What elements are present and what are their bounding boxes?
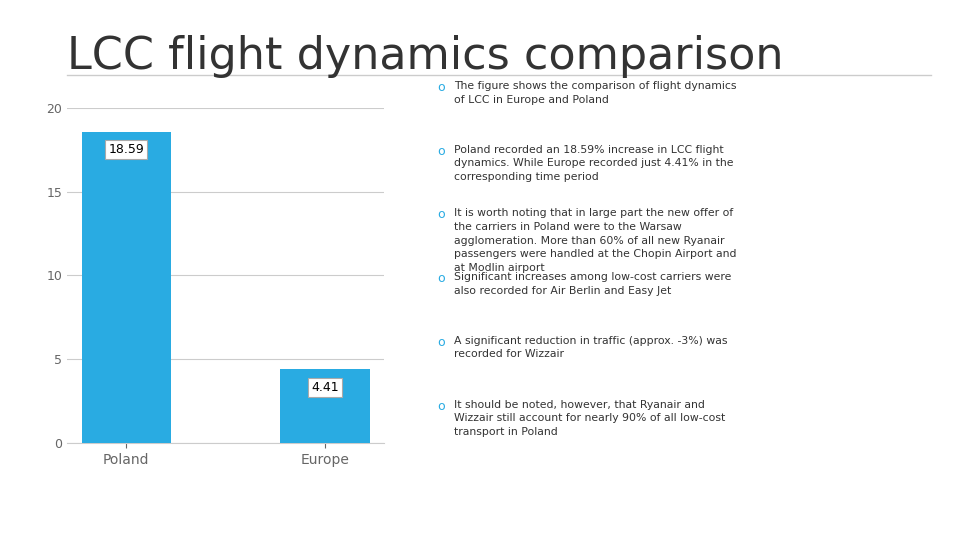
Text: It should be noted, however, that Ryanair and
Wizzair still account for nearly 9: It should be noted, however, that Ryanai… bbox=[454, 400, 726, 437]
Text: It is worth noting that in large part the new offer of
the carriers in Poland we: It is worth noting that in large part th… bbox=[454, 208, 736, 273]
Bar bbox=[280, 369, 370, 443]
Bar bbox=[82, 132, 171, 443]
Text: 18: 18 bbox=[918, 512, 935, 526]
Text: LCC flight dynamics comparison: LCC flight dynamics comparison bbox=[67, 35, 783, 78]
Text: INAIR 2015,: INAIR 2015, bbox=[480, 512, 572, 526]
Text: 4.41: 4.41 bbox=[311, 381, 339, 394]
Text: INAIR 2015, 12-13 November, Amsterdam: INAIR 2015, 12-13 November, Amsterdam bbox=[480, 512, 772, 526]
Text: o: o bbox=[437, 145, 444, 158]
Text: 18.59: 18.59 bbox=[108, 143, 144, 156]
Text: A significant reduction in traffic (approx. -3%) was
recorded for Wizzair: A significant reduction in traffic (appr… bbox=[454, 336, 728, 360]
Text: The figure shows the comparison of flight dynamics
of LCC in Europe and Poland: The figure shows the comparison of fligh… bbox=[454, 81, 736, 105]
Text: Significant increases among low-cost carriers were
also recorded for Air Berlin : Significant increases among low-cost car… bbox=[454, 272, 732, 296]
Text: o: o bbox=[437, 400, 444, 413]
Text: Poland recorded an 18.59% increase in LCC flight
dynamics. While Europe recorded: Poland recorded an 18.59% increase in LC… bbox=[454, 145, 733, 182]
Text: International Conference on Air Transport: International Conference on Air Transpor… bbox=[188, 512, 480, 526]
Text: o: o bbox=[437, 336, 444, 349]
Text: o: o bbox=[437, 208, 444, 221]
Text: o: o bbox=[437, 272, 444, 285]
Text: o: o bbox=[437, 81, 444, 94]
